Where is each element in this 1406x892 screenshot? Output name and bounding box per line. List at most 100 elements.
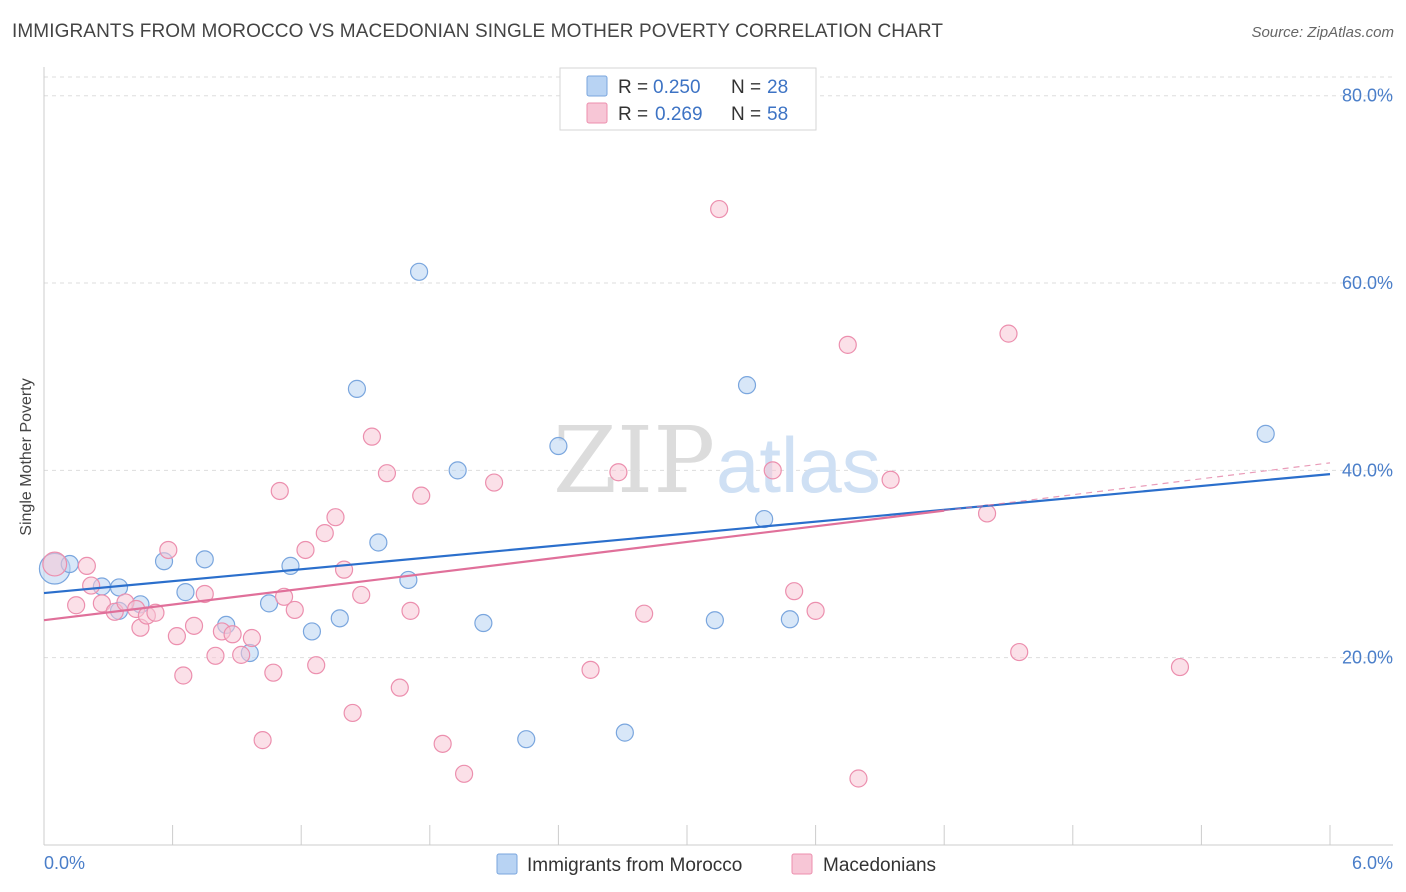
point-morocco-22: [549, 436, 568, 456]
point-macedonians-10: [146, 603, 165, 622]
legend-top: R = 0.250 N = 28 R = 0.269 N = 58: [559, 67, 817, 131]
point-macedonians-21: [253, 731, 272, 750]
point-macedonians-23: [270, 481, 289, 501]
legend-bottom-label-macedonians: Macedonians: [823, 855, 936, 876]
point-macedonians-16: [206, 646, 225, 665]
axes: [43, 67, 1393, 846]
point-macedonians-49: [849, 769, 868, 788]
legend-r-value-2: 0.269: [655, 104, 703, 125]
point-morocco-16: [369, 533, 388, 552]
point-macedonians-51: [977, 504, 997, 523]
point-macedonians-28: [315, 524, 334, 543]
point-macedonians-22: [264, 663, 283, 682]
point-macedonians-44: [710, 199, 729, 219]
point-macedonians-29: [326, 508, 345, 527]
y-tick-label-1: 40.0%: [1342, 460, 1393, 480]
legend-bottom-swatch-blue: [496, 853, 518, 875]
legend-n-value-1: 28: [767, 77, 788, 98]
point-macedonians-31: [343, 703, 362, 723]
x-tick-label-max: 6.0%: [1352, 853, 1393, 873]
point-morocco-23: [615, 723, 634, 742]
watermark-zip: ZIP: [553, 407, 715, 514]
chart-title: IMMIGRANTS FROM MOROCCO VS MACEDONIAN SI…: [12, 21, 944, 42]
point-macedonians-33: [362, 427, 382, 446]
point-morocco-15: [347, 379, 367, 398]
point-morocco-13: [302, 622, 322, 641]
y-tick-labels: 20.0% 40.0% 60.0% 80.0%: [1342, 86, 1393, 668]
point-macedonians-15: [195, 584, 214, 604]
point-macedonians-42: [609, 463, 628, 482]
point-macedonians-40: [485, 473, 504, 492]
point-macedonians-54: [1170, 657, 1190, 677]
legend-swatch-blue: [586, 75, 608, 97]
point-macedonians-4: [92, 594, 111, 613]
legend-r-label-1: R =: [618, 77, 648, 98]
point-morocco-11: [259, 594, 279, 613]
point-macedonians-3: [82, 576, 101, 595]
point-macedonians-27: [307, 656, 326, 675]
point-macedonians-25: [285, 600, 304, 620]
point-macedonians-39: [454, 764, 474, 783]
legend-r-value-1: 0.250: [653, 77, 701, 98]
point-macedonians-12: [167, 627, 186, 646]
trend-line-morocco: [43, 473, 1331, 595]
point-morocco-21: [517, 730, 536, 749]
point-macedonians-13: [174, 666, 193, 685]
watermark: ZIP atlas: [553, 407, 881, 514]
point-morocco-19: [448, 461, 467, 480]
point-macedonians-45: [763, 461, 782, 480]
legend-n-value-2: 58: [767, 104, 788, 125]
point-macedonians-1: [77, 556, 96, 575]
point-macedonians-48: [838, 335, 857, 354]
point-macedonians-46: [785, 582, 804, 601]
point-macedonians-35: [390, 678, 409, 697]
point-macedonians-47: [806, 601, 825, 620]
point-macedonians-2: [67, 596, 86, 615]
point-morocco-24: [705, 611, 724, 630]
point-morocco-27: [780, 610, 799, 629]
x-tick-label-min: 0.0%: [44, 853, 85, 873]
point-morocco-20: [474, 613, 493, 633]
y-axis-label: Single Mother Poverty: [18, 378, 35, 535]
point-morocco-28: [1256, 424, 1275, 443]
point-macedonians-36: [401, 601, 420, 620]
point-morocco-7: [176, 583, 195, 602]
legend-bottom-swatch-pink: [791, 853, 813, 875]
point-morocco-14: [330, 609, 349, 628]
x-tick-labels: 0.0% 6.0%: [44, 853, 1393, 873]
point-macedonians-18: [223, 625, 242, 644]
point-morocco-26: [755, 509, 774, 529]
point-macedonians-50: [881, 470, 900, 489]
trend-line-macedonians-extension: [944, 462, 1331, 512]
legend-swatch-pink: [586, 102, 608, 124]
point-macedonians-43: [635, 604, 654, 623]
legend-n-label-1: N =: [731, 77, 761, 98]
y-tick-label-3: 80.0%: [1342, 86, 1393, 106]
point-macedonians-32: [352, 585, 371, 605]
point-morocco-17: [399, 570, 418, 590]
legend-r-label-2: R =: [618, 104, 648, 125]
point-macedonians-26: [296, 540, 315, 560]
point-macedonians-37: [412, 486, 431, 505]
legend-bottom-label-morocco: Immigrants from Morocco: [527, 855, 742, 876]
legend-bottom: Immigrants from Morocco Macedonians: [496, 853, 936, 876]
source-label: Source: ZipAtlas.com: [1251, 24, 1394, 41]
point-macedonians-19: [232, 645, 251, 664]
y-tick-label-2: 60.0%: [1342, 273, 1393, 293]
point-macedonians-0: [42, 551, 68, 577]
watermark-atlas: atlas: [716, 421, 881, 509]
y-tick-label-0: 20.0%: [1342, 648, 1393, 668]
gridlines: [44, 76, 1393, 659]
trend-line-macedonians: [43, 509, 945, 622]
point-morocco-25: [737, 376, 757, 395]
point-macedonians-34: [377, 464, 397, 483]
point-macedonians-20: [242, 628, 262, 648]
point-macedonians-52: [999, 324, 1018, 343]
point-macedonians-41: [581, 660, 600, 679]
trend-lines: [43, 462, 1331, 622]
point-macedonians-11: [159, 540, 178, 560]
point-morocco-8: [195, 550, 214, 569]
legend-n-label-2: N =: [731, 104, 761, 125]
point-macedonians-38: [433, 734, 452, 753]
